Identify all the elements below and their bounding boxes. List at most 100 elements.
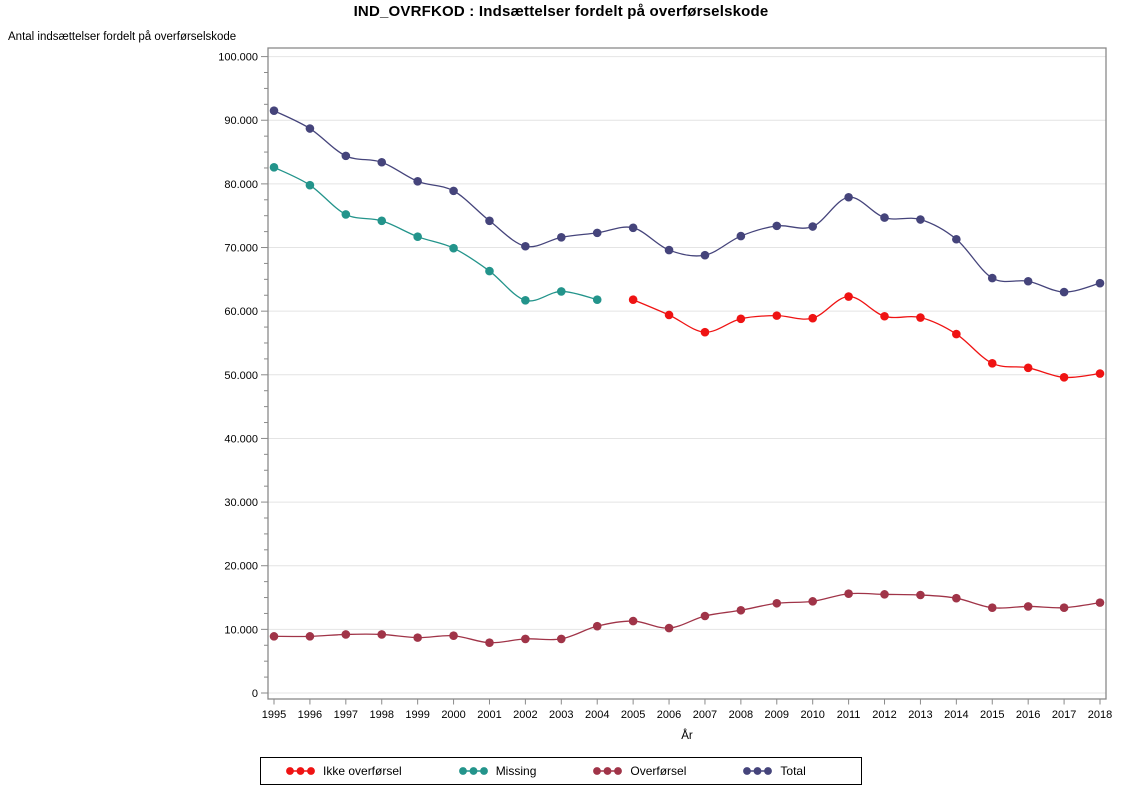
data-point-total <box>736 231 746 241</box>
y-tick-label: 10.000 <box>224 624 258 636</box>
y-tick-label: 60.000 <box>224 306 258 318</box>
data-point-ikke-overforsel <box>952 329 961 339</box>
data-point-overforsel <box>1023 602 1033 611</box>
data-point-total <box>628 223 638 233</box>
x-tick-label: 2014 <box>944 709 968 721</box>
x-tick-label: 2018 <box>1088 709 1112 721</box>
series-line-missing <box>273 166 598 302</box>
y-tick-label: 40.000 <box>224 433 258 445</box>
data-point-overforsel <box>485 638 494 648</box>
data-point-ikke-overforsel <box>772 311 782 320</box>
data-point-overforsel <box>952 593 961 603</box>
data-point-overforsel <box>521 634 530 644</box>
data-point-total <box>808 222 817 231</box>
data-point-overforsel <box>1095 598 1105 607</box>
data-point-ikke-overforsel <box>808 313 817 323</box>
legend-item-label: Total <box>780 764 806 778</box>
data-point-ikke-overforsel <box>987 359 997 368</box>
data-point-total <box>700 250 710 260</box>
data-point-total <box>557 233 566 242</box>
data-point-overforsel <box>592 621 602 631</box>
data-point-overforsel <box>377 630 387 639</box>
data-point-total <box>1059 287 1069 297</box>
data-point-total <box>341 151 351 161</box>
data-point-total <box>305 124 315 133</box>
data-point-total <box>844 192 853 202</box>
data-point-overforsel <box>808 597 817 606</box>
data-point-missing <box>269 163 279 172</box>
data-point-total <box>664 245 674 255</box>
data-point-overforsel <box>700 611 710 621</box>
data-point-overforsel <box>1059 603 1069 613</box>
plot-frame <box>267 47 1107 700</box>
y-tick-label: 100.000 <box>218 52 258 64</box>
series-line-overforsel <box>273 592 1101 644</box>
x-tick-label: 2004 <box>585 709 609 721</box>
data-point-ikke-overforsel <box>844 292 853 301</box>
legend-item-missing: Missing <box>458 764 536 778</box>
legend-item-label: Overførsel <box>630 764 687 778</box>
data-point-missing <box>413 232 422 242</box>
y-tick-label: 20.000 <box>224 561 258 573</box>
data-point-total <box>485 216 494 226</box>
legend: Ikke overførsel Missing Overførsel Total <box>260 757 862 785</box>
data-point-overforsel <box>664 623 674 633</box>
legend-item-label: Ikke overførsel <box>323 764 402 778</box>
x-tick-label: 1997 <box>334 709 358 721</box>
data-point-total <box>521 241 530 251</box>
y-tick-label: 50.000 <box>224 370 258 382</box>
data-point-overforsel <box>413 633 422 642</box>
data-point-total <box>413 177 422 186</box>
data-point-missing <box>521 296 530 305</box>
data-point-total <box>952 234 961 244</box>
x-tick-label: 2016 <box>1016 709 1040 721</box>
x-tick-label: 2001 <box>477 709 501 721</box>
y-tick-label: 90.000 <box>224 115 258 127</box>
legend-marker-icon <box>286 767 315 775</box>
x-tick-label: 2010 <box>800 709 824 721</box>
data-point-total <box>449 186 458 196</box>
data-point-overforsel <box>305 632 315 641</box>
x-tick-label: 2008 <box>729 709 753 721</box>
data-point-total <box>269 106 279 115</box>
legend-marker-icon <box>743 767 773 775</box>
legend-item-overforsel: Overførsel <box>592 764 686 778</box>
data-point-total <box>772 221 782 231</box>
x-tick-label: 2013 <box>908 709 932 721</box>
data-point-total <box>987 273 997 283</box>
data-point-total <box>1023 276 1033 286</box>
y-tick-label: 80.000 <box>224 179 258 191</box>
y-tick-label: 70.000 <box>224 243 258 255</box>
data-point-overforsel <box>557 634 566 644</box>
data-point-ikke-overforsel <box>880 311 889 321</box>
data-point-total <box>1095 278 1105 288</box>
data-point-overforsel <box>736 605 746 615</box>
data-point-missing <box>305 180 315 190</box>
x-tick-label: 1999 <box>405 709 429 721</box>
data-point-overforsel <box>772 598 782 608</box>
x-tick-label: 2006 <box>657 709 681 721</box>
series-line-total <box>273 110 1101 293</box>
data-point-missing <box>449 243 458 253</box>
data-point-missing <box>592 295 602 305</box>
data-point-overforsel <box>341 630 351 639</box>
x-tick-label: 1998 <box>369 709 393 721</box>
data-point-overforsel <box>449 631 458 641</box>
y-axis-title: Antal indsættelser fordelt på overførsel… <box>8 31 237 43</box>
legend-item-total: Total <box>742 764 806 778</box>
x-tick-label: 2012 <box>872 709 896 721</box>
x-axis-title: År <box>681 730 693 742</box>
data-point-ikke-overforsel <box>1023 363 1033 373</box>
x-tick-label: 2003 <box>549 709 573 721</box>
x-tick-label: 2007 <box>693 709 717 721</box>
x-tick-label: 1996 <box>298 709 322 721</box>
data-point-overforsel <box>844 589 853 599</box>
x-tick-label: 2009 <box>765 709 789 721</box>
data-point-missing <box>485 266 494 276</box>
data-point-ikke-overforsel <box>1059 373 1069 382</box>
data-point-total <box>592 228 602 238</box>
line-chart: 0 10.000 20.000 30.000 40.000 50.000 60.000 70.… <box>218 47 1112 721</box>
data-point-ikke-overforsel <box>664 310 674 320</box>
data-point-missing <box>557 287 566 296</box>
